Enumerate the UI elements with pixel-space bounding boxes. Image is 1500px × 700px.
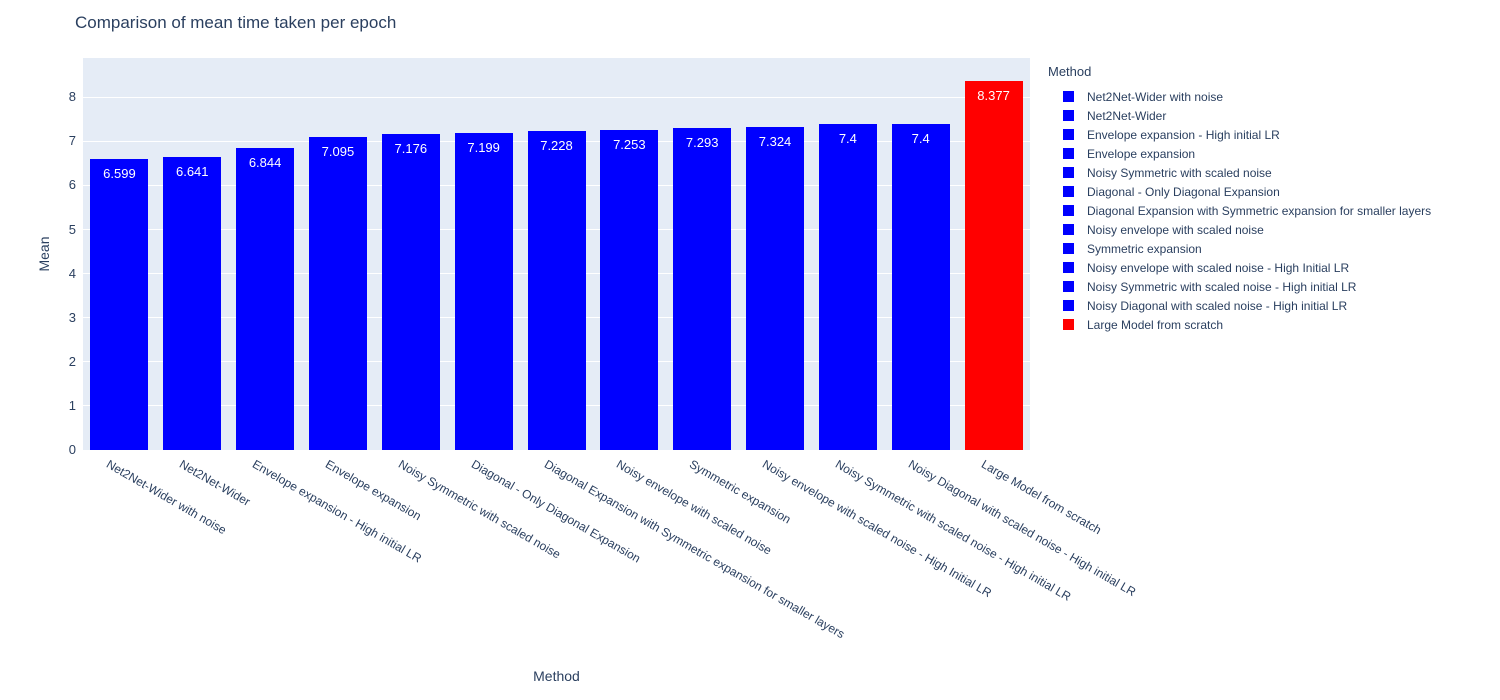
bar[interactable]: 7.176: [381, 133, 440, 450]
bar[interactable]: 7.324: [746, 127, 805, 450]
bar[interactable]: 7.199: [454, 132, 513, 450]
bar[interactable]: 7.253: [600, 130, 659, 450]
legend-item-label: Envelope expansion - High initial LR: [1087, 127, 1280, 142]
y-tick-label: 4: [68, 265, 76, 281]
y-tick-label: 8: [68, 89, 76, 105]
legend-item[interactable]: Envelope expansion: [1048, 144, 1431, 163]
chart-title: Comparison of mean time taken per epoch: [75, 13, 397, 32]
legend-color-swatch-icon: [1063, 110, 1074, 121]
legend-items: Net2Net-Wider with noise Net2Net-Wider Env…: [1048, 87, 1431, 334]
bar-value-label: 7.095: [321, 144, 355, 160]
y-axis-title: Mean: [36, 236, 52, 272]
bar-value-label: 7.4: [911, 130, 930, 146]
bar[interactable]: 7.095: [308, 137, 367, 450]
legend-item-label: Envelope expansion: [1087, 146, 1196, 161]
bar[interactable]: 6.599: [90, 159, 149, 450]
legend-item[interactable]: Large Model from scratch: [1048, 315, 1431, 334]
legend-item[interactable]: Diagonal - Only Diagonal Expansion: [1048, 182, 1431, 201]
legend-color-swatch-icon: [1063, 224, 1074, 235]
legend-item-label: Diagonal - Only Diagonal Expansion: [1087, 184, 1280, 199]
bar-value-label: 7.293: [685, 135, 719, 151]
legend-title: Method: [1048, 64, 1092, 79]
legend-color-swatch-icon: [1063, 148, 1074, 159]
bar-value-label: 7.199: [467, 139, 500, 155]
bar-value-label: 6.599: [103, 166, 136, 182]
legend-item[interactable]: Net2Net-Wider: [1048, 106, 1431, 125]
bar[interactable]: 6.641: [163, 157, 222, 450]
bar-value-label: 7.228: [540, 138, 573, 154]
legend-color-swatch-icon: [1063, 91, 1074, 102]
legend-color-swatch-icon: [1063, 186, 1074, 197]
legend-item-label: Noisy Symmetric with scaled noise: [1087, 165, 1272, 180]
gridline: [83, 96, 1030, 98]
legend-color-swatch-icon: [1063, 300, 1074, 311]
bar[interactable]: 7.4: [818, 123, 877, 450]
legend: Method Net2Net-Wider with noise Net2Net-W…: [1048, 64, 1431, 334]
legend-item[interactable]: Net2Net-Wider with noise: [1048, 87, 1431, 106]
x-axis-title: Method: [533, 668, 580, 684]
legend-color-swatch-icon: [1063, 167, 1074, 178]
legend-item[interactable]: Diagonal Expansion with Symmetric expans…: [1048, 201, 1431, 220]
legend-item[interactable]: Noisy envelope with scaled noise: [1048, 220, 1431, 239]
legend-item[interactable]: Noisy envelope with scaled noise - High …: [1048, 258, 1431, 277]
legend-color-swatch-icon: [1063, 129, 1074, 140]
legend-item-label: Diagonal Expansion with Symmetric expans…: [1087, 203, 1432, 218]
legend-item-label: Net2Net-Wider with noise: [1087, 89, 1224, 104]
gridline: [83, 449, 1030, 451]
legend-item-label: Large Model from scratch: [1087, 317, 1224, 332]
legend-item[interactable]: Noisy Diagonal with scaled noise - High …: [1048, 296, 1431, 315]
plot-area[interactable]: 6.599 6.641 6.844 7.095 7.176 7.199 7.228 7.253…: [83, 58, 1030, 451]
bar-value-label: 7.324: [758, 134, 792, 150]
bar-value-label: 6.641: [175, 164, 209, 180]
bar-value-label: 6.844: [248, 155, 282, 171]
y-tick-label: 3: [68, 309, 76, 325]
legend-color-swatch-icon: [1063, 281, 1074, 292]
legend-item[interactable]: Noisy Symmetric with scaled noise - High…: [1048, 277, 1431, 296]
legend-item-label: Noisy Diagonal with scaled noise - High …: [1087, 298, 1348, 313]
legend-item-label: Symmetric expansion: [1087, 241, 1202, 256]
y-tick-label: 0: [68, 442, 76, 457]
legend-item-label: Noisy envelope with scaled noise: [1087, 222, 1264, 237]
legend-color-swatch-icon: [1063, 319, 1074, 330]
legend-item[interactable]: Envelope expansion - High initial LR: [1048, 125, 1431, 144]
bar[interactable]: 7.4: [891, 123, 950, 450]
x-tick-label: Net2Net-Wider with noise: [104, 457, 230, 538]
y-tick-label: 2: [68, 353, 76, 369]
y-tick-label: 7: [68, 133, 76, 149]
y-tick-label: 5: [68, 221, 76, 237]
legend-color-swatch-icon: [1063, 205, 1074, 216]
x-tick-label: Large Model from scratch: [978, 457, 1104, 538]
bar[interactable]: 7.228: [527, 131, 586, 450]
bar-value-label: 7.176: [394, 140, 428, 156]
bar[interactable]: 7.293: [673, 128, 732, 450]
legend-color-swatch-icon: [1063, 262, 1074, 273]
legend-item-label: Noisy Symmetric with scaled noise - High…: [1087, 279, 1357, 294]
y-tick-label: 1: [68, 397, 76, 413]
bar-value-label: 7.4: [838, 130, 857, 146]
legend-color-swatch-icon: [1063, 243, 1074, 254]
legend-item[interactable]: Symmetric expansion: [1048, 239, 1431, 258]
legend-item[interactable]: Noisy Symmetric with scaled noise: [1048, 163, 1431, 182]
bar[interactable]: 6.844: [236, 148, 295, 450]
bar[interactable]: 8.377: [964, 80, 1023, 450]
y-tick-label: 6: [68, 177, 76, 193]
legend-item-label: Net2Net-Wider: [1087, 108, 1167, 123]
bar-value-label: 8.377: [977, 87, 1010, 103]
legend-item-label: Noisy envelope with scaled noise - High …: [1087, 260, 1350, 275]
bar-value-label: 7.253: [613, 137, 646, 153]
